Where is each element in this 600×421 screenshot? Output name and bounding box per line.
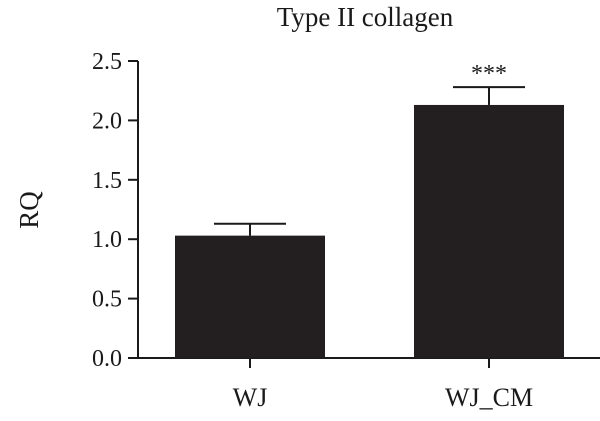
y-tick-label: 2.5	[92, 49, 122, 75]
y-tick-label: 1.5	[92, 168, 122, 194]
y-axis-label: RQ	[14, 191, 44, 229]
bars: ***	[175, 61, 564, 359]
chart-title: Type II collagen	[277, 2, 454, 32]
y-tick-label: 0.0	[92, 346, 122, 372]
x-tick-label: WJ	[233, 383, 268, 412]
bar-wj	[175, 235, 325, 358]
x-tick-label: WJ_CM	[445, 383, 533, 412]
y-tick-label: 1.0	[92, 227, 122, 253]
significance-label: ***	[471, 61, 507, 87]
y-tick-label: 0.5	[92, 287, 122, 313]
y-tick-label: 2.0	[92, 108, 122, 134]
bar-wj-cm	[414, 104, 564, 359]
axes: 0.0 0.5 1.0 1.5 2.0 2.5 WJ WJ_CM	[92, 49, 600, 412]
